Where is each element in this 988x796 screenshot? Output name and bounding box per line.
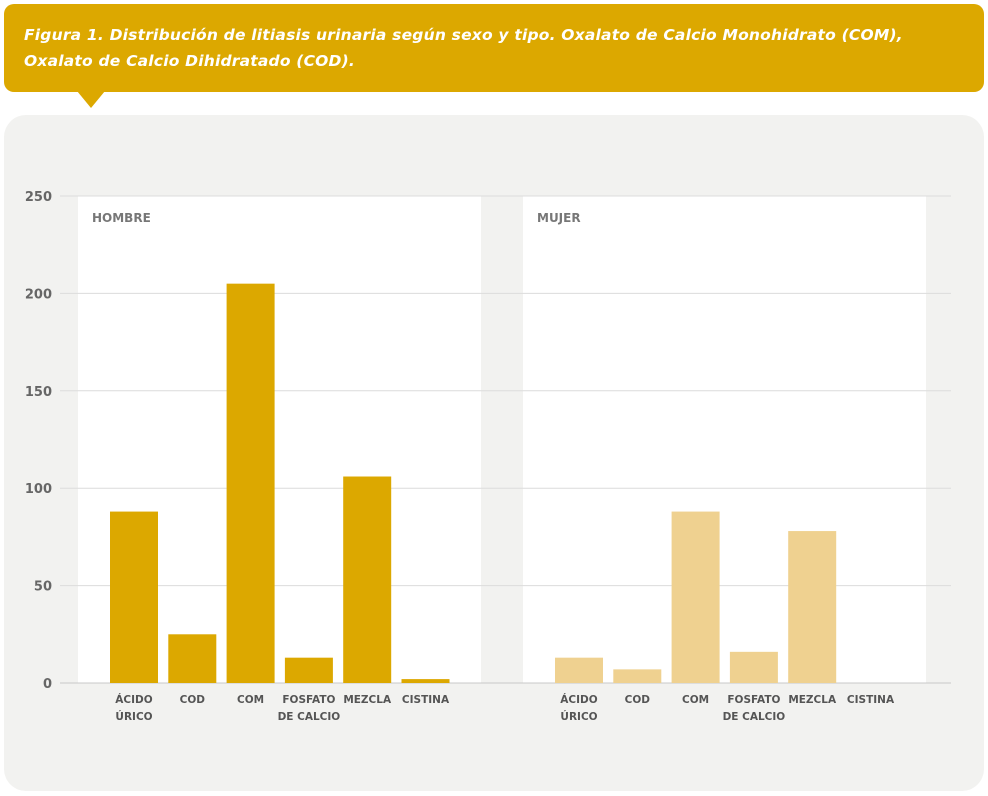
facet-title-hombre: HOMBRE (92, 211, 151, 225)
y-tick-label-50: 50 (34, 580, 52, 595)
bar-hombre-0 (110, 511, 158, 683)
y-tick-label-200: 200 (25, 287, 52, 302)
x-tick-label-mujer-2: COM (682, 694, 709, 706)
x-tick-label-mujer-1: COD (625, 694, 651, 706)
bar-mujer-0 (555, 657, 603, 683)
x-tick-label-hombre-1: COD (180, 694, 206, 706)
caption-box: Figura 1. Distribución de litiasis urina… (4, 4, 984, 92)
bar-hombre-4 (343, 476, 392, 683)
x-tick-label-mujer-0: ÁCIDO ÚRICO (560, 693, 597, 723)
figure-caption: Figura 1. Distribución de litiasis urina… (24, 26, 903, 70)
bar-hombre-5 (401, 679, 450, 683)
x-tick-label-mujer-4: MEZCLA (788, 694, 837, 706)
y-tick-label-0: 0 (43, 677, 52, 692)
y-tick-label-150: 150 (25, 385, 52, 400)
x-tick-label-hombre-3: FOSFATO DE CALCIO (278, 694, 341, 723)
bar-mujer-4 (788, 531, 837, 683)
chart-panel: 0 50 100 150 200 250 HOMBRE MUJER ÁCIDO ÚRICO COD C… (4, 115, 984, 791)
bar-mujer-2 (671, 511, 720, 683)
y-tick-label-100: 100 (25, 482, 52, 497)
x-tick-label-mujer-3: FOSFATO DE CALCIO (723, 694, 786, 723)
x-tick-label-hombre-0: ÁCIDO ÚRICO (115, 693, 152, 723)
x-tick-label-hombre-5: CISTINA (402, 694, 450, 706)
facet-title-mujer: MUJER (537, 211, 581, 225)
bar-hombre-1 (168, 634, 217, 683)
bar-hombre-2 (226, 283, 275, 683)
bar-chart: 0 50 100 150 200 250 HOMBRE MUJER ÁCIDO ÚRICO COD C… (25, 190, 951, 723)
bar-hombre-3 (284, 657, 333, 683)
facet-background-mujer (523, 196, 926, 683)
bar-mujer-1 (613, 669, 662, 683)
x-tick-label-hombre-4: MEZCLA (343, 694, 392, 706)
x-tick-label-hombre-2: COM (237, 694, 264, 706)
x-tick-label-mujer-5: CISTINA (847, 694, 895, 706)
caption-pointer (77, 91, 105, 108)
bar-mujer-3 (729, 651, 778, 683)
y-tick-label-250: 250 (25, 190, 52, 205)
